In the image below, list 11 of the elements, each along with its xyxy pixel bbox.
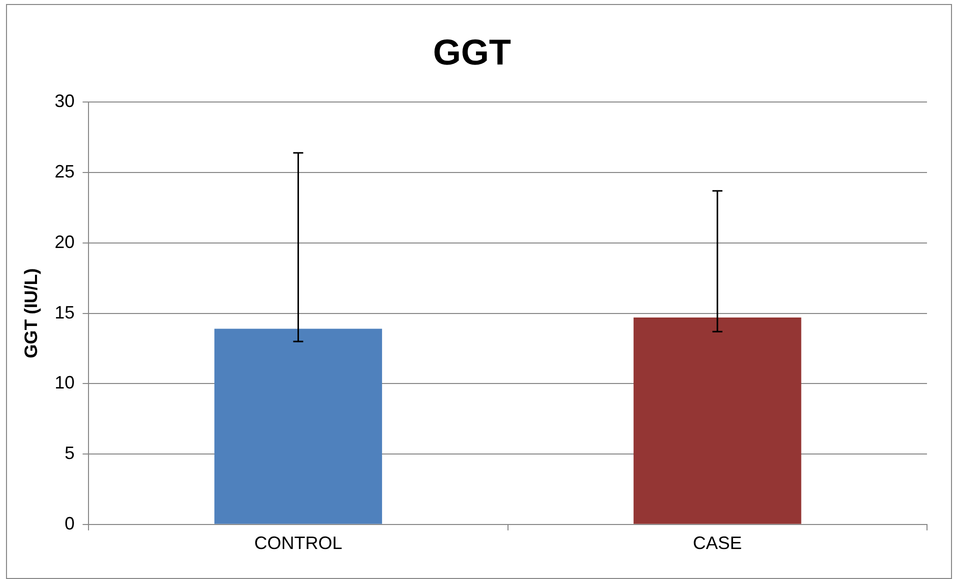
chart-title: GGT: [433, 32, 512, 73]
y-axis-title: GGT (IU/L): [20, 268, 41, 358]
y-tick-label: 15: [54, 302, 75, 322]
x-tick-label: CONTROL: [254, 533, 342, 554]
y-tick-label: 20: [54, 232, 75, 252]
y-tick-label: 25: [54, 162, 75, 182]
y-tick-label: 0: [64, 513, 75, 534]
y-tick-label: 10: [54, 372, 75, 393]
x-tick-label: CASE: [692, 533, 742, 554]
y-tick-label: 30: [54, 91, 75, 112]
y-tick-label: 5: [64, 443, 75, 463]
